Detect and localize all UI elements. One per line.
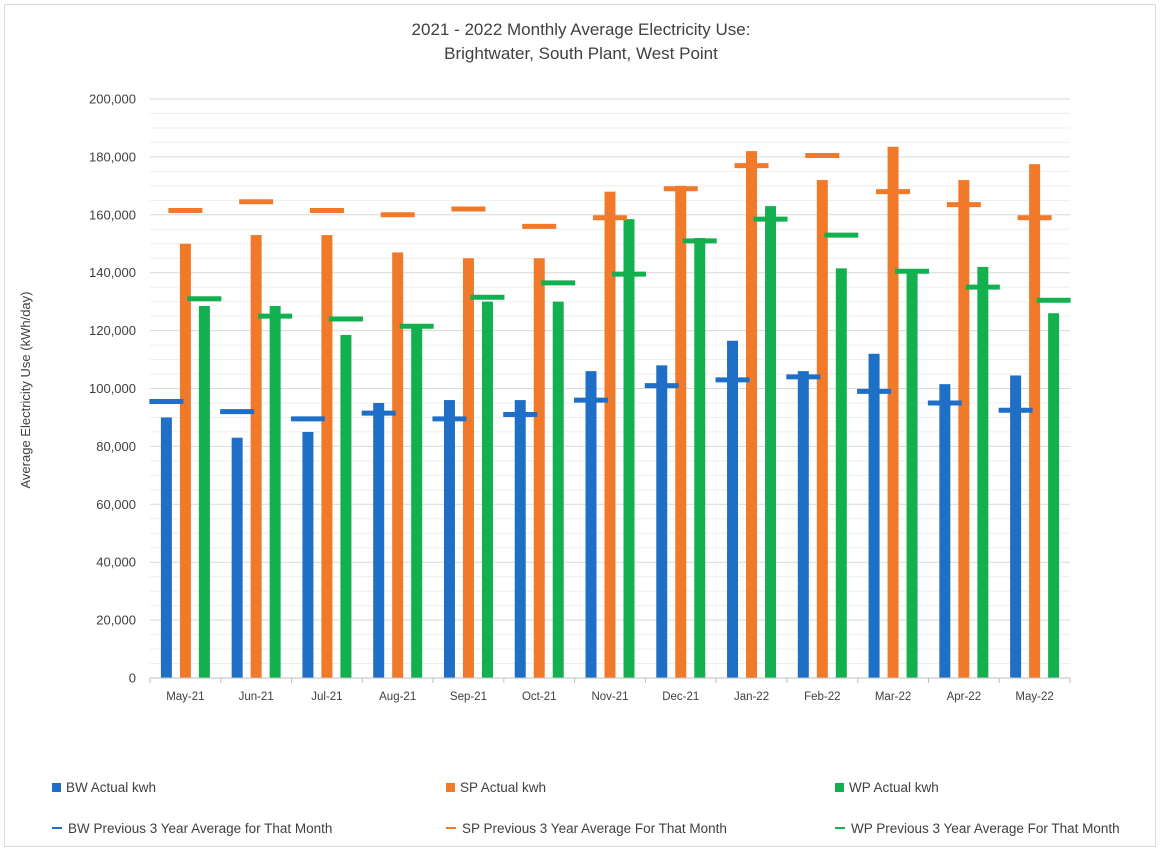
legend-item-sp-actual: SP Actual kwh (446, 777, 546, 797)
wp-actual-bar (977, 266, 989, 678)
bw-actual-bar (656, 365, 668, 678)
sp-actual-bar (604, 191, 616, 678)
legend-item-bw-actual: BW Actual kwh (52, 777, 156, 797)
bw-actual-bar (797, 371, 809, 678)
bw-actual-bar (160, 417, 172, 678)
legend-label: BW Previous 3 Year Average for That Mont… (68, 820, 333, 836)
plot-area: 0 20,000 40,000 60,000 80,000 100,000 120,000 1… (18, 92, 1071, 703)
x-tick-label: Jan-22 (734, 691, 769, 703)
legend-swatch (446, 782, 455, 792)
legend-swatch (446, 827, 456, 829)
sp-actual-bar (746, 151, 758, 679)
chart-title: 2021 - 2022 Monthly Average Electricity … (0, 18, 1162, 66)
y-tick-label: 80,000 (96, 439, 136, 454)
sp-actual-bar (1029, 164, 1041, 678)
sp-actual-bar (392, 252, 404, 678)
wp-actual-bar (906, 269, 918, 678)
legend-item-bw-average: BW Previous 3 Year Average for That Mont… (52, 818, 332, 838)
sp-actual-bar (250, 235, 262, 678)
wp-actual-bar (481, 301, 493, 678)
average-markers (149, 152, 1071, 422)
legend-label: WP Actual kwh (849, 779, 939, 795)
x-tick-label: Apr-22 (947, 691, 982, 703)
y-tick-label: 180,000 (89, 149, 136, 164)
bars (160, 146, 1060, 679)
bw-actual-bar (443, 400, 455, 678)
y-tick-label: 100,000 (89, 381, 136, 396)
y-tick-label: 0 (129, 671, 136, 686)
wp-actual-bar (552, 301, 564, 678)
wp-actual-bar (411, 324, 423, 678)
legend-label: WP Previous 3 Year Average For That Mont… (851, 820, 1120, 836)
chart-frame (4, 4, 1156, 847)
x-tick-label: Feb-22 (804, 691, 840, 703)
legend-swatch (835, 827, 845, 829)
legend-item-wp-actual: WP Actual kwh (835, 777, 939, 797)
bw-actual-bar (302, 431, 314, 678)
sp-actual-bar (958, 180, 970, 678)
x-tick-label: Nov-21 (591, 691, 628, 703)
axes: 0 20,000 40,000 60,000 80,000 100,000 120,000 1… (89, 92, 1071, 703)
y-tick-label: 160,000 (89, 207, 136, 222)
wp-actual-bar (269, 305, 281, 678)
y-tick-label: 20,000 (96, 613, 136, 628)
x-tick-label: Mar-22 (875, 691, 911, 703)
y-tick-label: 60,000 (96, 497, 136, 512)
bw-actual-bar (585, 371, 597, 678)
bw-actual-bar (373, 402, 385, 678)
legend-swatch (52, 782, 61, 792)
bw-actual-bar (868, 353, 880, 678)
x-tick-label: Jun-21 (239, 691, 274, 703)
sp-actual-bar (887, 146, 899, 678)
x-tick-label: May-22 (1015, 691, 1053, 703)
wp-actual-bar (623, 219, 635, 678)
sp-actual-bar (816, 180, 828, 678)
x-tick-label: May-21 (166, 691, 204, 703)
x-tick-label: Sep-21 (450, 691, 487, 703)
x-tick-label: Jul-21 (311, 691, 342, 703)
x-tick-label: Aug-21 (379, 691, 416, 703)
sp-actual-bar (533, 258, 545, 678)
sp-actual-bar (179, 243, 191, 678)
wp-actual-bar (340, 334, 352, 678)
y-tick-label: 200,000 (89, 92, 136, 107)
y-tick-label: 120,000 (89, 323, 136, 338)
sp-actual-bar (321, 235, 333, 678)
legend-swatch (835, 782, 844, 792)
chart-title-line2: Brightwater, South Plant, West Point (444, 44, 718, 63)
bw-actual-bar (231, 437, 243, 678)
sp-actual-bar (675, 185, 687, 678)
legend-label: BW Actual kwh (66, 779, 157, 795)
y-axis-label: Average Electricity Use (kWh/day) (18, 292, 33, 489)
legend-label: SP Previous 3 Year Average For That Mont… (462, 820, 727, 836)
x-tick-label: Oct-21 (522, 691, 557, 703)
wp-actual-bar (835, 268, 847, 678)
bw-actual-bar (939, 384, 951, 678)
x-tick-label: Dec-21 (662, 691, 699, 703)
y-tick-label: 40,000 (96, 555, 136, 570)
wp-actual-bar (198, 305, 210, 678)
legend-label: SP Actual kwh (460, 779, 547, 795)
bw-actual-bar (727, 340, 739, 678)
wp-actual-bar (1048, 313, 1060, 678)
sp-actual-bar (462, 258, 474, 678)
bw-actual-bar (1010, 375, 1022, 678)
legend-item-sp-average: SP Previous 3 Year Average For That Mont… (446, 818, 727, 838)
legend-swatch (52, 827, 62, 829)
chart-title-line1: 2021 - 2022 Monthly Average Electricity … (411, 20, 751, 39)
bw-actual-bar (514, 400, 526, 678)
legend-item-wp-average: WP Previous 3 Year Average For That Mont… (835, 818, 1120, 838)
wp-actual-bar (694, 237, 706, 678)
wp-actual-bar (765, 206, 777, 679)
y-tick-label: 140,000 (89, 265, 136, 280)
